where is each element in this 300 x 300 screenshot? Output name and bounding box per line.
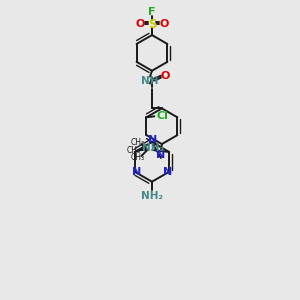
Text: N: N [148,135,158,145]
Text: F: F [148,7,156,17]
Text: CH₃: CH₃ [130,153,145,162]
Text: NH: NH [141,76,159,85]
Text: Cl: Cl [156,111,168,121]
Text: NH₂: NH₂ [142,143,164,153]
Text: N: N [132,167,141,177]
Text: NH₂: NH₂ [141,190,163,201]
Text: O: O [160,71,170,81]
Text: O: O [159,19,169,29]
Text: N: N [156,150,166,160]
Text: CH₃: CH₃ [126,146,140,154]
Text: S: S [148,18,156,31]
Text: O: O [135,19,145,29]
Text: CH₃: CH₃ [130,138,145,147]
Text: N: N [163,167,172,177]
